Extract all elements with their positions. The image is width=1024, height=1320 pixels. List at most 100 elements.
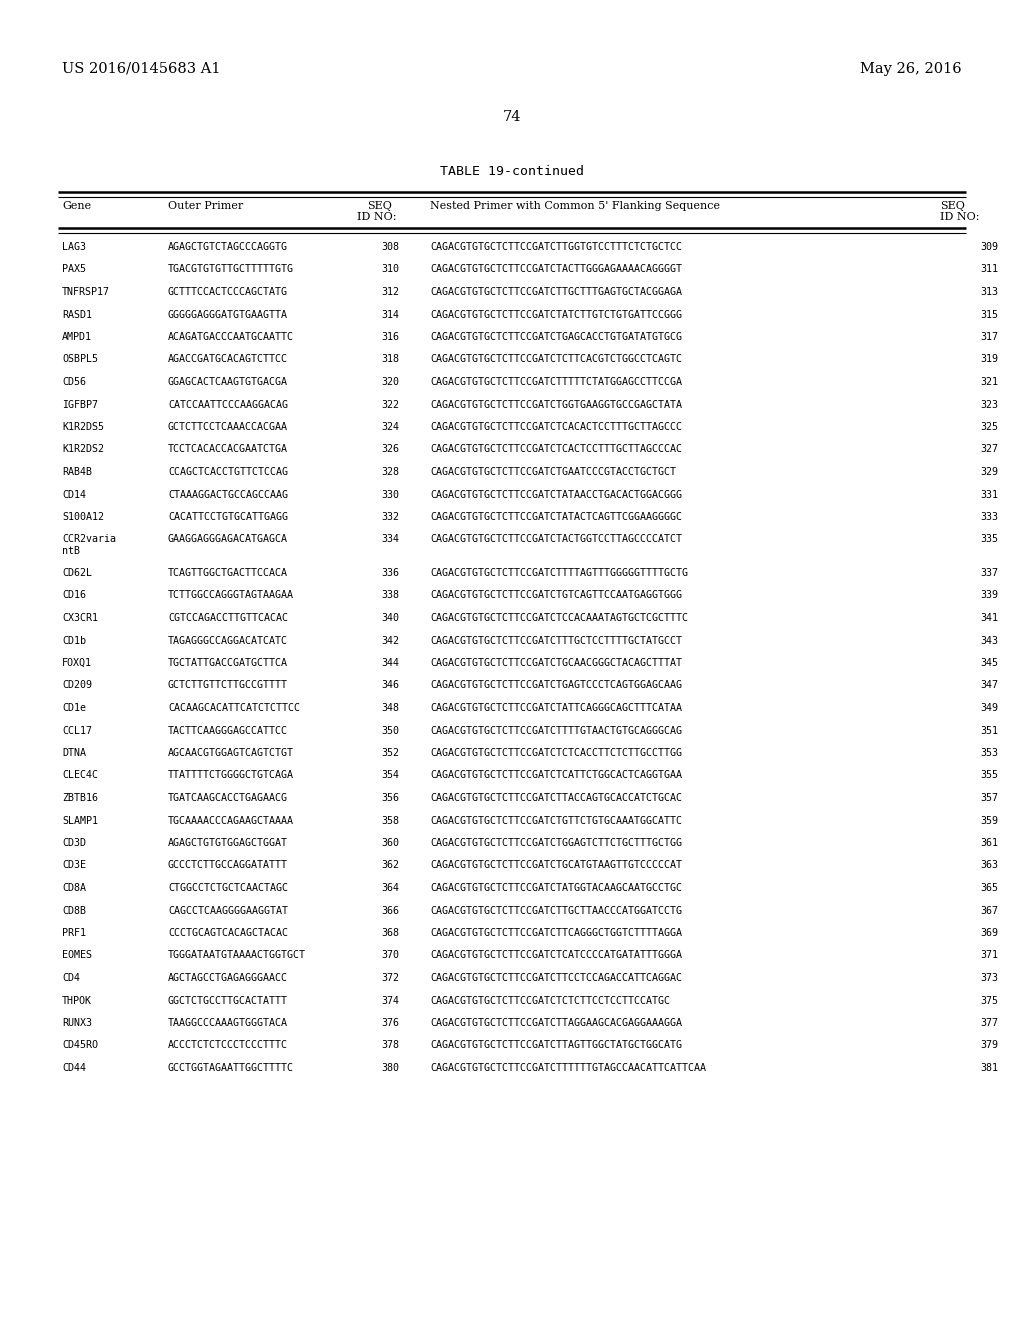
Text: 365: 365 <box>980 883 998 894</box>
Text: CAGACGTGTGCTCTTCCGATCTCATCCCCATGATATTTGGGA: CAGACGTGTGCTCTTCCGATCTCATCCCCATGATATTTGG… <box>430 950 682 961</box>
Text: AGAGCTGTGTGGAGCTGGAT: AGAGCTGTGTGGAGCTGGAT <box>168 838 288 847</box>
Text: TACTTCAAGGGAGCCATTCC: TACTTCAAGGGAGCCATTCC <box>168 726 288 735</box>
Text: ID NO:: ID NO: <box>940 213 980 222</box>
Text: TAGAGGGCCAGGACATCATC: TAGAGGGCCAGGACATCATC <box>168 635 288 645</box>
Text: CAGACGTGTGCTCTTCCGATCTTTTAGTTTGGGGGTTTTGCTG: CAGACGTGTGCTCTTCCGATCTTTTAGTTTGGGGGTTTTG… <box>430 568 688 578</box>
Text: 353: 353 <box>980 748 998 758</box>
Text: ntB: ntB <box>62 545 80 556</box>
Text: 355: 355 <box>980 771 998 780</box>
Text: 366: 366 <box>381 906 399 916</box>
Text: 372: 372 <box>381 973 399 983</box>
Text: CD3D: CD3D <box>62 838 86 847</box>
Text: 359: 359 <box>980 816 998 825</box>
Text: 368: 368 <box>381 928 399 939</box>
Text: CAGACGTGTGCTCTTCCGATCTATCTTGTCTGTGATTCCGGG: CAGACGTGTGCTCTTCCGATCTATCTTGTCTGTGATTCCG… <box>430 309 682 319</box>
Text: 333: 333 <box>980 512 998 521</box>
Text: CAGACGTGTGCTCTTCCGATCTATGGTACAAGCAATGCCTGC: CAGACGTGTGCTCTTCCGATCTATGGTACAAGCAATGCCT… <box>430 883 682 894</box>
Text: GGAGCACTCAAGTGTGACGA: GGAGCACTCAAGTGTGACGA <box>168 378 288 387</box>
Text: 341: 341 <box>980 612 998 623</box>
Text: 337: 337 <box>980 568 998 578</box>
Text: CTGGCCTCTGCTCAACTAGC: CTGGCCTCTGCTCAACTAGC <box>168 883 288 894</box>
Text: 340: 340 <box>381 612 399 623</box>
Text: CAGACGTGTGCTCTTCCGATCTACTGGTCCTTAGCCCCATCT: CAGACGTGTGCTCTTCCGATCTACTGGTCCTTAGCCCCAT… <box>430 535 682 544</box>
Text: CAGACGTGTGCTCTTCCGATCTGAGCACCTGTGATATGTGCG: CAGACGTGTGCTCTTCCGATCTGAGCACCTGTGATATGTG… <box>430 333 682 342</box>
Text: 361: 361 <box>980 838 998 847</box>
Text: CCCTGCAGTCACAGCTACAC: CCCTGCAGTCACAGCTACAC <box>168 928 288 939</box>
Text: 323: 323 <box>980 400 998 409</box>
Text: GCTCTTCCTCAAACCACGAA: GCTCTTCCTCAAACCACGAA <box>168 422 288 432</box>
Text: CAGACGTGTGCTCTTCCGATCTTAGTTGGCTATGCTGGCATG: CAGACGTGTGCTCTTCCGATCTTAGTTGGCTATGCTGGCA… <box>430 1040 682 1051</box>
Text: 321: 321 <box>980 378 998 387</box>
Text: TCAGTTGGCTGACTTCCACA: TCAGTTGGCTGACTTCCACA <box>168 568 288 578</box>
Text: GCTTTCCACTCCCAGCTATG: GCTTTCCACTCCCAGCTATG <box>168 286 288 297</box>
Text: CAGACGTGTGCTCTTCCGATCTTGGTGTCCTTTCTCTGCTCC: CAGACGTGTGCTCTTCCGATCTTGGTGTCCTTTCTCTGCT… <box>430 242 682 252</box>
Text: 344: 344 <box>381 657 399 668</box>
Text: GCCCTCTTGCCAGGATATTT: GCCCTCTTGCCAGGATATTT <box>168 861 288 870</box>
Text: CAGACGTGTGCTCTTCCGATCTACTTGGGAGAAAACAGGGGT: CAGACGTGTGCTCTTCCGATCTACTTGGGAGAAAACAGGG… <box>430 264 682 275</box>
Text: 326: 326 <box>381 445 399 454</box>
Text: EOMES: EOMES <box>62 950 92 961</box>
Text: 325: 325 <box>980 422 998 432</box>
Text: SEQ: SEQ <box>367 201 392 211</box>
Text: 360: 360 <box>381 838 399 847</box>
Text: 314: 314 <box>381 309 399 319</box>
Text: CAGACGTGTGCTCTTCCGATCTGAGTCCCTCAGTGGAGCAAG: CAGACGTGTGCTCTTCCGATCTGAGTCCCTCAGTGGAGCA… <box>430 681 682 690</box>
Text: CCL17: CCL17 <box>62 726 92 735</box>
Text: CD14: CD14 <box>62 490 86 499</box>
Text: CAGACGTGTGCTCTTCCGATCTGCAACGGGCTACAGCTTTAT: CAGACGTGTGCTCTTCCGATCTGCAACGGGCTACAGCTTT… <box>430 657 682 668</box>
Text: CAGACGTGTGCTCTTCCGATCTGGTGAAGGTGCCGAGCTATA: CAGACGTGTGCTCTTCCGATCTGGTGAAGGTGCCGAGCTA… <box>430 400 682 409</box>
Text: 369: 369 <box>980 928 998 939</box>
Text: 317: 317 <box>980 333 998 342</box>
Text: 319: 319 <box>980 355 998 364</box>
Text: 346: 346 <box>381 681 399 690</box>
Text: 354: 354 <box>381 771 399 780</box>
Text: AMPD1: AMPD1 <box>62 333 92 342</box>
Text: 374: 374 <box>381 995 399 1006</box>
Text: 377: 377 <box>980 1018 998 1028</box>
Text: GCCTGGTAGAATTGGCTTTTC: GCCTGGTAGAATTGGCTTTTC <box>168 1063 294 1073</box>
Text: 349: 349 <box>980 704 998 713</box>
Text: TCTTGGCCAGGGTAGTAAGAA: TCTTGGCCAGGGTAGTAAGAA <box>168 590 294 601</box>
Text: CACATTCCTGTGCATTGAGG: CACATTCCTGTGCATTGAGG <box>168 512 288 521</box>
Text: CD62L: CD62L <box>62 568 92 578</box>
Text: CX3CR1: CX3CR1 <box>62 612 98 623</box>
Text: CD1b: CD1b <box>62 635 86 645</box>
Text: SLAMP1: SLAMP1 <box>62 816 98 825</box>
Text: CD3E: CD3E <box>62 861 86 870</box>
Text: CCAGCTCACCTGTTCTCCAG: CCAGCTCACCTGTTCTCCAG <box>168 467 288 477</box>
Text: 373: 373 <box>980 973 998 983</box>
Text: 378: 378 <box>381 1040 399 1051</box>
Text: 322: 322 <box>381 400 399 409</box>
Text: CAGACGTGTGCTCTTCCGATCTTTTTTGTAGCCAACATTCATTCAA: CAGACGTGTGCTCTTCCGATCTTTTTTGTAGCCAACATTC… <box>430 1063 706 1073</box>
Text: AGCAACGTGGAGTCAGTCTGT: AGCAACGTGGAGTCAGTCTGT <box>168 748 294 758</box>
Text: TGACGTGTGTTGCTTTTTGTG: TGACGTGTGTTGCTTTTTGTG <box>168 264 294 275</box>
Text: CAGACGTGTGCTCTTCCGATCTTGCTTTGAGTGCTACGGAGA: CAGACGTGTGCTCTTCCGATCTTGCTTTGAGTGCTACGGA… <box>430 286 682 297</box>
Text: 350: 350 <box>381 726 399 735</box>
Text: CAGACGTGTGCTCTTCCGATCTGCATGTAAGTTGTCCCCCAT: CAGACGTGTGCTCTTCCGATCTGCATGTAAGTTGTCCCCC… <box>430 861 682 870</box>
Text: CD16: CD16 <box>62 590 86 601</box>
Text: CATCCAATTCCCAAGGACAG: CATCCAATTCCCAAGGACAG <box>168 400 288 409</box>
Text: 379: 379 <box>980 1040 998 1051</box>
Text: CD8A: CD8A <box>62 883 86 894</box>
Text: CAGACGTGTGCTCTTCCGATCTCTCTTCCTCCTTCCATGC: CAGACGTGTGCTCTTCCGATCTCTCTTCCTCCTTCCATGC <box>430 995 670 1006</box>
Text: TGCAAAACCCAGAAGCTAAAA: TGCAAAACCCAGAAGCTAAAA <box>168 816 294 825</box>
Text: PAX5: PAX5 <box>62 264 86 275</box>
Text: CD56: CD56 <box>62 378 86 387</box>
Text: AGACCGATGCACAGTCTTCC: AGACCGATGCACAGTCTTCC <box>168 355 288 364</box>
Text: AGAGCTGTCTAGCCCAGGTG: AGAGCTGTCTAGCCCAGGTG <box>168 242 288 252</box>
Text: 311: 311 <box>980 264 998 275</box>
Text: CAGACGTGTGCTCTTCCGATCTCACTCCTTTGCTTAGCCCAC: CAGACGTGTGCTCTTCCGATCTCACTCCTTTGCTTAGCCC… <box>430 445 682 454</box>
Text: 358: 358 <box>381 816 399 825</box>
Text: CD209: CD209 <box>62 681 92 690</box>
Text: 381: 381 <box>980 1063 998 1073</box>
Text: 364: 364 <box>381 883 399 894</box>
Text: S100A12: S100A12 <box>62 512 104 521</box>
Text: CAGACGTGTGCTCTTCCGATCTATAACCTGACACTGGACGGG: CAGACGTGTGCTCTTCCGATCTATAACCTGACACTGGACG… <box>430 490 682 499</box>
Text: 363: 363 <box>980 861 998 870</box>
Text: CAGACGTGTGCTCTTCCGATCTGTCAGTTCCAATGAGGTGGG: CAGACGTGTGCTCTTCCGATCTGTCAGTTCCAATGAGGTG… <box>430 590 682 601</box>
Text: RAB4B: RAB4B <box>62 467 92 477</box>
Text: 320: 320 <box>381 378 399 387</box>
Text: FOXQ1: FOXQ1 <box>62 657 92 668</box>
Text: CAGCCTCAAGGGGAAGGTAT: CAGCCTCAAGGGGAAGGTAT <box>168 906 288 916</box>
Text: ZBTB16: ZBTB16 <box>62 793 98 803</box>
